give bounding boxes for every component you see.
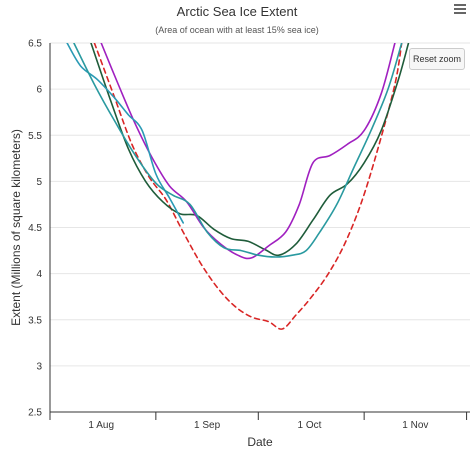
x-tick-label: 1 Nov [402, 420, 428, 431]
x-tick-label: 1 Oct [298, 420, 322, 431]
series-line-3 [100, 43, 396, 260]
y-axis-title: Extent (Millions of square kilometers) [9, 129, 23, 326]
chart-subtitle: (Area of ocean with at least 15% sea ice… [155, 25, 319, 35]
series-line-4 [66, 43, 184, 224]
reset-zoom-button[interactable]: Reset zoom [409, 48, 465, 70]
series-line-2 [90, 43, 410, 257]
y-tick-label: 6 [36, 85, 42, 96]
y-tick-label: 3.5 [28, 315, 42, 326]
y-tick-label: 2.5 [28, 408, 42, 419]
chart-title: Arctic Sea Ice Extent [176, 4, 298, 19]
y-tick-label: 3 [36, 361, 42, 372]
series-line-5 [73, 43, 403, 258]
y-tick-label: 5.5 [28, 131, 42, 142]
y-tick-label: 4 [36, 269, 42, 280]
x-tick-label: 1 Aug [88, 420, 114, 431]
x-tick-label: 1 Sep [194, 420, 221, 431]
hamburger-menu-icon[interactable] [452, 2, 468, 16]
series-line-1 [93, 43, 403, 330]
y-tick-label: 4.5 [28, 223, 42, 234]
y-tick-label: 5 [36, 177, 42, 188]
x-axis-title: Date [247, 435, 273, 449]
y-tick-label: 6.5 [28, 39, 42, 50]
